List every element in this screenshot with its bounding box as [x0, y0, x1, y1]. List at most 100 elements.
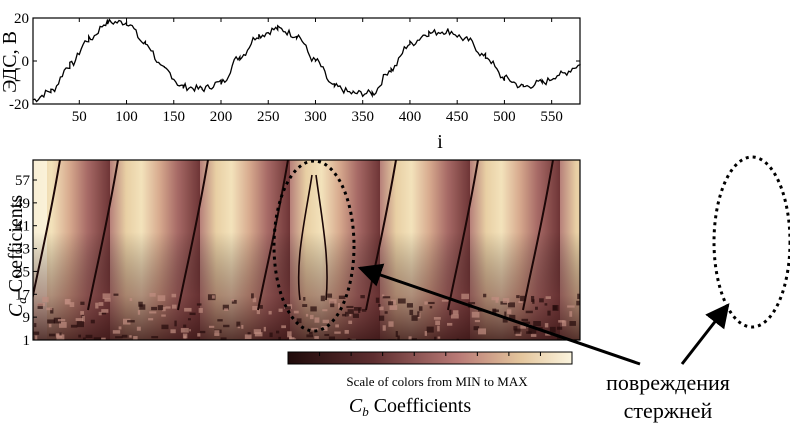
heatmap-texture	[122, 318, 131, 325]
heatmap-texture	[172, 304, 177, 309]
heatmap-texture	[577, 293, 580, 300]
heatmap-texture	[418, 306, 423, 311]
heatmap-y-tick-label: 49	[15, 196, 30, 212]
heatmap-texture	[314, 317, 320, 323]
heatmap-texture	[514, 328, 521, 334]
line-x-tick-label: 200	[210, 109, 233, 125]
heatmap-texture	[93, 337, 102, 340]
line-x-tick-label: 400	[399, 109, 422, 125]
heatmap-texture	[545, 333, 551, 336]
heatmap-texture	[139, 304, 146, 310]
heatmap-texture	[456, 338, 459, 340]
heatmap-texture	[342, 313, 350, 317]
heatmap-texture	[434, 336, 437, 340]
heatmap-texture	[309, 314, 314, 320]
line-y-ticks: 20 0 -20	[9, 11, 580, 113]
heatmap-texture	[115, 336, 123, 339]
heatmap-texture	[98, 311, 102, 316]
heatmap-x-caption: Cb Coefficients	[349, 395, 471, 419]
heatmap-texture	[162, 306, 166, 312]
heatmap-y-tick-label: 33	[15, 242, 30, 258]
annotation-arrow-2	[680, 303, 730, 365]
heatmap-texture	[112, 330, 121, 334]
heatmap-texture	[171, 293, 177, 298]
heatmap-chart: 1 9 17 25 33 41 49 57 Ca Coefficients	[5, 155, 790, 349]
heatmap-texture	[428, 301, 435, 305]
line-y-tick-label: 20	[14, 11, 29, 27]
damage-annotation: повреждения стержней	[357, 263, 730, 423]
heatmap-texture	[346, 305, 354, 308]
heatmap-texture	[34, 323, 37, 328]
heatmap-texture	[446, 322, 453, 326]
heatmap-texture	[57, 319, 66, 322]
heatmap-texture	[495, 297, 499, 303]
heatmap-texture	[502, 298, 510, 303]
heatmap-texture	[461, 293, 470, 300]
heatmap-texture	[328, 336, 336, 340]
heatmap-texture	[429, 305, 433, 309]
heatmap-texture	[69, 302, 75, 308]
heatmap-texture	[252, 297, 257, 303]
heatmap-texture	[411, 315, 418, 321]
heatmap-texture	[576, 300, 580, 306]
heatmap-texture	[322, 309, 328, 312]
heatmap-texture	[344, 329, 349, 334]
heatmap-texture	[530, 295, 535, 302]
heatmap-texture	[338, 303, 341, 309]
heatmap-texture	[136, 326, 141, 331]
heatmap-y-axis-title: Ca Coefficients	[5, 195, 29, 317]
heatmap-texture	[223, 324, 230, 328]
colorbar-label: Scale of colors from MIN to MAX	[346, 374, 528, 389]
heatmap-texture	[406, 303, 413, 308]
heatmap-texture	[224, 308, 229, 311]
annotation-arrow-1	[357, 263, 641, 366]
heatmap-texture	[530, 334, 537, 337]
heatmap-texture	[101, 337, 106, 340]
heatmap-ridge-branch	[315, 174, 328, 301]
heatmap-texture	[321, 326, 328, 331]
colorbar-gradient	[287, 351, 573, 365]
heatmap-texture	[409, 309, 414, 316]
heatmap-frame	[32, 159, 581, 341]
heatmap-texture	[362, 308, 367, 312]
line-x-tick-label: 250	[257, 109, 280, 125]
heatmap-texture	[309, 331, 313, 335]
heatmap-y-tick-label: 9	[23, 310, 31, 326]
heatmap-texture	[473, 326, 480, 331]
heatmap-texture	[311, 327, 319, 331]
heatmap-texture	[437, 325, 440, 332]
heatmap-texture	[513, 326, 518, 331]
heatmap-texture	[281, 325, 287, 329]
heatmap-y-tick-label: 1	[23, 333, 31, 349]
heatmap-texture	[59, 321, 67, 328]
heatmap-texture	[549, 326, 556, 333]
heatmap-image	[33, 160, 580, 340]
line-x-tick-label: 300	[304, 109, 327, 125]
heatmap-texture	[121, 334, 128, 338]
heatmap-y-tick-label: 17	[15, 287, 31, 303]
heatmap-texture	[78, 334, 82, 338]
heatmap-texture	[244, 334, 252, 339]
heatmap-texture	[98, 312, 107, 315]
heatmap-texture	[492, 309, 499, 313]
heatmap-texture	[518, 301, 523, 304]
heatmap-texture	[306, 334, 314, 338]
heatmap-texture	[544, 303, 548, 306]
heatmap-texture	[184, 307, 192, 312]
heatmap-texture	[252, 306, 260, 311]
heatmap-texture	[35, 335, 38, 340]
heatmap-texture	[293, 310, 299, 314]
heatmap-texture	[384, 311, 388, 314]
heatmap-texture	[278, 308, 283, 312]
heatmap-texture	[382, 296, 391, 299]
heatmap-texture	[409, 338, 417, 340]
heatmap-texture	[289, 337, 295, 340]
heatmap-texture	[424, 301, 428, 305]
heatmap-texture	[149, 292, 156, 297]
heatmap-texture	[305, 313, 309, 317]
heatmap-texture	[165, 306, 171, 309]
heatmap-texture	[278, 336, 282, 340]
heatmap-texture	[474, 320, 480, 323]
heatmap-texture	[302, 304, 308, 307]
